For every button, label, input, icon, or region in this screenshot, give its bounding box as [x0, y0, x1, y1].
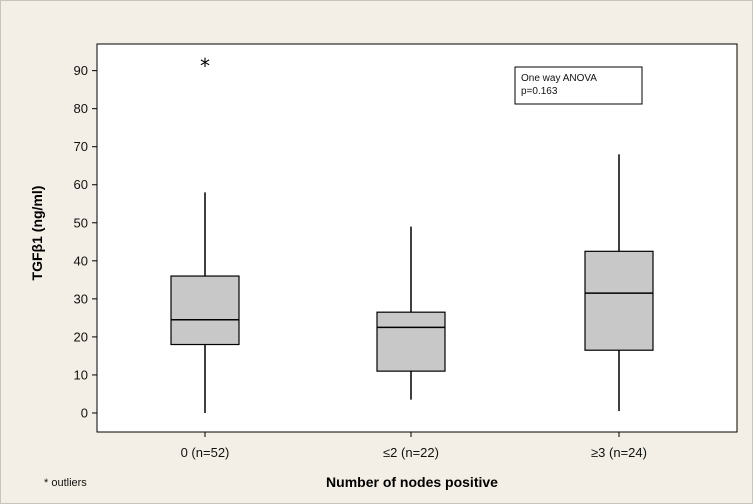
y-tick-label-70: 70 [74, 139, 88, 154]
y-tick-label-40: 40 [74, 253, 88, 268]
y-tick-label-10: 10 [74, 367, 88, 382]
anova-annotation: One way ANOVA p=0.163 [514, 66, 643, 105]
y-tick-label-0: 0 [81, 405, 88, 420]
anova-annotation-line2: p=0.163 [521, 86, 558, 97]
anova-annotation-line1: One way ANOVA [521, 73, 597, 84]
box-group-0: * [170, 54, 240, 413]
outliers-footnote: * outliers [44, 477, 87, 489]
box-iqr-1 [376, 311, 446, 372]
y-axis-title: TGFβ1 (ng/ml) [29, 186, 45, 281]
box-iqr-0 [170, 275, 240, 346]
y-tick-label-90: 90 [74, 63, 88, 78]
x-tick-label-2: ≥3 (n=24) [591, 445, 647, 460]
x-tick-label-1: ≤2 (n=22) [383, 445, 439, 460]
boxes: * [170, 54, 654, 413]
box-group-1 [376, 226, 446, 400]
box-iqr-2 [584, 250, 654, 351]
x-axis: 0 (n=52) ≤2 (n=22) ≥3 (n=24) [181, 432, 647, 460]
y-tick-label-50: 50 [74, 215, 88, 230]
anova-annotation-box [514, 66, 643, 105]
outlier-0-0: * [200, 54, 210, 78]
x-axis-title: Number of nodes positive [326, 474, 498, 490]
y-tick-label-20: 20 [74, 329, 88, 344]
box-group-2 [584, 154, 654, 412]
y-axis: 0 10 20 30 40 50 60 70 80 90 [74, 63, 97, 420]
y-tick-label-60: 60 [74, 177, 88, 192]
x-tick-label-0: 0 (n=52) [181, 445, 230, 460]
y-tick-label-30: 30 [74, 291, 88, 306]
y-tick-label-80: 80 [74, 101, 88, 116]
